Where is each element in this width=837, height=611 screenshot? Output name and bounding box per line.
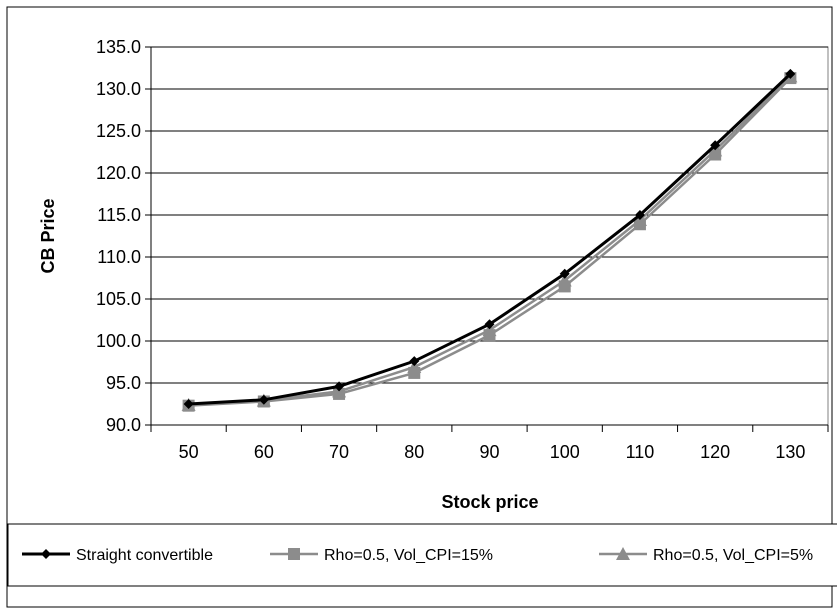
x-tick-label: 70 — [329, 442, 349, 462]
data-point — [333, 387, 346, 400]
x-tick-label: 130 — [775, 442, 805, 462]
y-tick-label: 100.0 — [96, 331, 141, 351]
legend: Straight convertible Rho=0.5, Vol_CPI=15%… — [7, 523, 837, 587]
plot-area — [150, 46, 829, 426]
x-tick-label: 100 — [550, 442, 580, 462]
data-point — [484, 319, 495, 330]
y-axis: 90.0 95.0 100.0 105.0 110.0 115.0 120.0 125.0 13… — [96, 37, 152, 435]
y-tick-label: 130.0 — [96, 79, 141, 99]
x-tick-label: 50 — [179, 442, 199, 462]
data-point — [559, 268, 570, 279]
data-point — [183, 399, 194, 409]
legend-items: Straight convertible Rho=0.5, Vol_CPI=15%… — [22, 547, 813, 564]
y-tick-label: 90.0 — [106, 415, 141, 435]
y-tick-label: 120.0 — [96, 163, 141, 183]
data-point — [634, 210, 645, 220]
series-layer — [181, 68, 798, 412]
data-point — [710, 140, 721, 151]
data-point — [409, 356, 420, 367]
x-tick-label: 120 — [700, 442, 730, 462]
legend-label: Rho=0.5, Vol_CPI=5% — [653, 547, 813, 564]
legend-label: Rho=0.5, Vol_CPI=15% — [324, 547, 493, 564]
data-point — [558, 280, 571, 293]
data-point — [334, 381, 345, 392]
data-point — [258, 394, 269, 405]
legend-box — [7, 523, 837, 587]
data-point — [408, 366, 421, 379]
x-tick-label: 110 — [626, 442, 655, 462]
legend-item: Rho=0.5, Vol_CPI=15% — [270, 547, 493, 564]
y-tick-label: 125.0 — [96, 121, 141, 141]
x-axis: 50 60 70 80 90 100 110 120 130 — [150, 424, 829, 462]
data-point — [709, 148, 722, 161]
y-axis-title: CB Price — [38, 198, 58, 273]
legend-marker — [41, 549, 51, 559]
y-tick-label: 105.0 — [96, 289, 141, 309]
legend-label: Straight convertible — [76, 547, 213, 564]
y-tick-label: 110.0 — [97, 247, 141, 267]
x-tick-label: 80 — [404, 442, 424, 462]
y-tick-label: 135.0 — [96, 37, 141, 57]
legend-marker — [616, 547, 630, 560]
data-point — [483, 329, 496, 342]
gridlines — [151, 46, 828, 384]
x-tick-label: 60 — [254, 442, 274, 462]
data-point — [785, 68, 796, 79]
legend-item: Rho=0.5, Vol_CPI=5% — [599, 547, 813, 564]
y-tick-label: 95.0 — [106, 373, 141, 393]
y-tick-label: 115.0 — [97, 205, 141, 225]
x-axis-title: Stock price — [441, 492, 538, 512]
series — [183, 68, 796, 409]
legend-marker — [288, 548, 300, 560]
x-tick-label: 90 — [479, 442, 499, 462]
data-point — [633, 218, 646, 231]
legend-item: Straight convertible — [22, 547, 213, 564]
